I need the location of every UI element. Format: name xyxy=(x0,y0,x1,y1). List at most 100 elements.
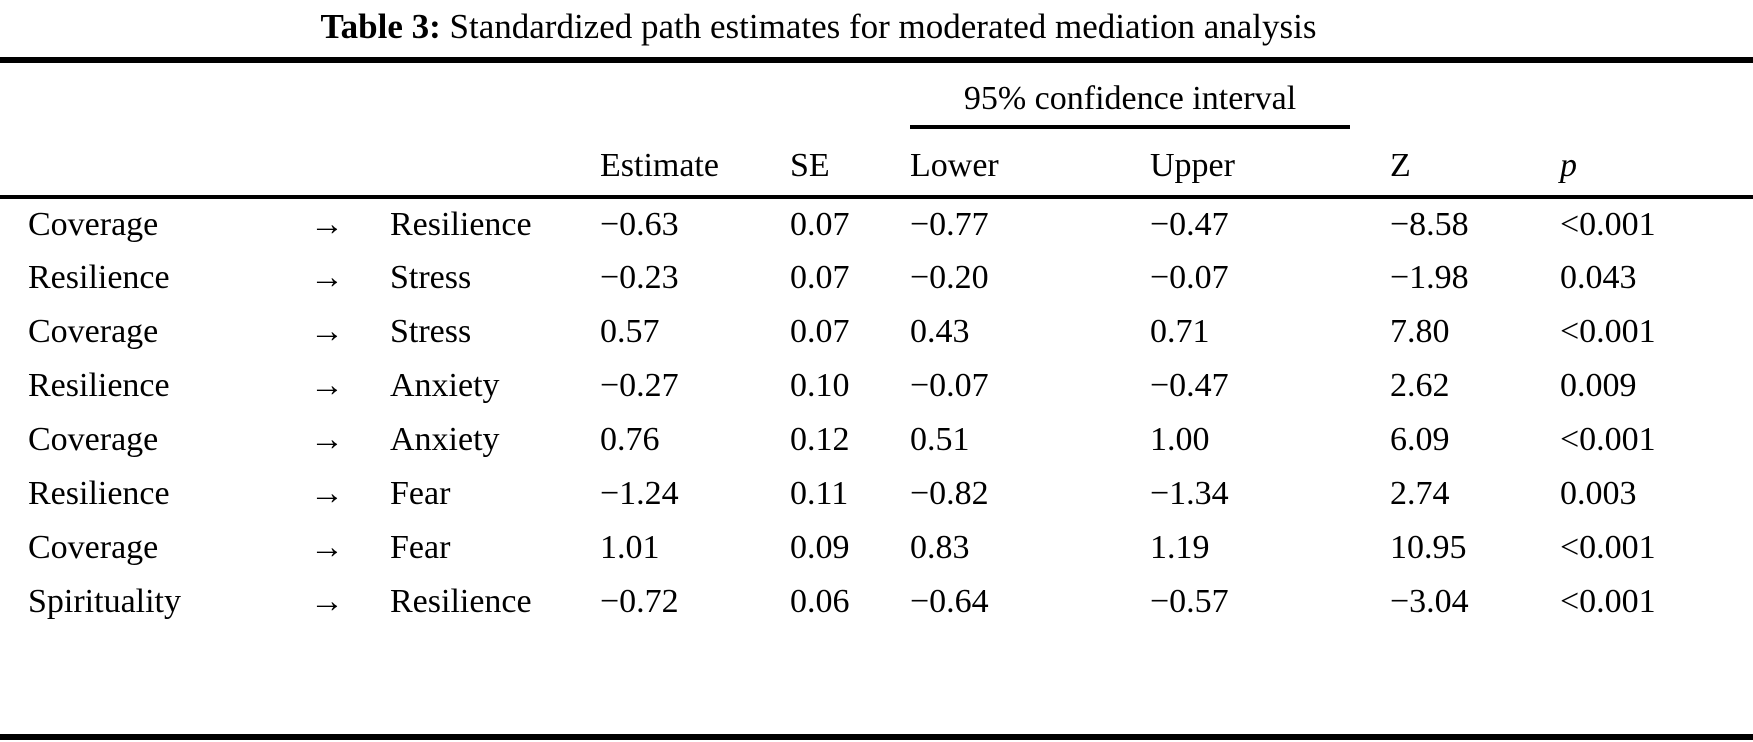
path-source: Resilience xyxy=(28,259,170,296)
p-value: 0.003 xyxy=(1560,475,1637,512)
estimate-value: 0.57 xyxy=(600,313,660,350)
header-p: p xyxy=(1532,129,1753,199)
right-arrow-icon: → xyxy=(310,421,344,458)
estimate-value: 0.76 xyxy=(600,421,660,458)
path-source: Coverage xyxy=(28,529,159,566)
z-value: −8.58 xyxy=(1390,206,1469,243)
header-estimate: Estimate xyxy=(572,129,762,199)
ci-spanner-label: 95% confidence interval xyxy=(910,79,1350,129)
ci-upper-value: −1.34 xyxy=(1150,475,1229,512)
path-target: Fear xyxy=(390,475,451,512)
bottom-rule xyxy=(0,734,1753,740)
ci-upper-value: 0.71 xyxy=(1150,313,1210,350)
column-header-row: Estimate SE Lower Upper Z p xyxy=(0,129,1753,199)
ci-lower-value: −0.64 xyxy=(910,583,989,620)
header-lower: Lower xyxy=(882,129,1122,199)
z-value: −1.98 xyxy=(1390,259,1469,296)
se-value: 0.06 xyxy=(790,583,850,620)
header-target xyxy=(362,129,572,199)
se-value: 0.10 xyxy=(790,367,850,404)
table-row: Coverage → Resilience −0.63 0.07 −0.77 −… xyxy=(0,197,1753,251)
se-value: 0.12 xyxy=(790,421,850,458)
right-arrow-icon: → xyxy=(310,529,344,566)
header-upper: Upper xyxy=(1122,129,1362,199)
z-value: 7.80 xyxy=(1390,313,1450,350)
p-value: <0.001 xyxy=(1560,583,1656,620)
se-value: 0.07 xyxy=(790,313,850,350)
ci-lower-value: 0.83 xyxy=(910,529,970,566)
table-row: Coverage → Anxiety 0.76 0.12 0.51 1.00 6… xyxy=(0,413,1753,467)
header-source xyxy=(0,129,282,199)
estimate-value: −0.27 xyxy=(600,367,679,404)
right-arrow-icon: → xyxy=(310,313,344,350)
header-arrow xyxy=(282,129,362,199)
table-row: Resilience → Fear −1.24 0.11 −0.82 −1.34… xyxy=(0,467,1753,521)
ci-lower-value: 0.43 xyxy=(910,313,970,350)
table-caption-label: Table 3: xyxy=(320,7,441,46)
path-target: Stress xyxy=(390,313,472,350)
path-source: Coverage xyxy=(28,313,159,350)
p-value: <0.001 xyxy=(1560,529,1656,566)
ci-upper-value: −0.47 xyxy=(1150,367,1229,404)
se-value: 0.09 xyxy=(790,529,850,566)
z-value: 10.95 xyxy=(1390,529,1467,566)
path-source: Resilience xyxy=(28,475,170,512)
ci-spanner-row: 95% confidence interval xyxy=(0,63,1753,129)
ci-upper-value: 1.19 xyxy=(1150,529,1210,566)
ci-upper-value: −0.57 xyxy=(1150,583,1229,620)
ci-spanner-cell: 95% confidence interval xyxy=(882,63,1362,129)
estimate-value: −0.63 xyxy=(600,206,679,243)
estimate-value: 1.01 xyxy=(600,529,660,566)
path-source: Resilience xyxy=(28,367,170,404)
path-target: Resilience xyxy=(390,206,532,243)
right-arrow-icon: → xyxy=(310,259,344,296)
se-value: 0.11 xyxy=(790,475,849,512)
se-value: 0.07 xyxy=(790,206,850,243)
table-row: Coverage → Fear 1.01 0.09 0.83 1.19 10.9… xyxy=(0,521,1753,575)
table-caption-text: Standardized path estimates for moderate… xyxy=(449,7,1317,46)
path-source: Spirituality xyxy=(28,583,181,620)
ci-upper-value: −0.07 xyxy=(1150,259,1229,296)
table-row: Spirituality → Resilience −0.72 0.06 −0.… xyxy=(0,575,1753,629)
p-value: <0.001 xyxy=(1560,421,1656,458)
path-source: Coverage xyxy=(28,421,159,458)
table-row: Coverage → Stress 0.57 0.07 0.43 0.71 7.… xyxy=(0,305,1753,359)
path-target: Resilience xyxy=(390,583,532,620)
table-row: Resilience → Stress −0.23 0.07 −0.20 −0.… xyxy=(0,251,1753,305)
path-target: Anxiety xyxy=(390,367,500,404)
path-estimates-table: 95% confidence interval Estimate SE Lowe… xyxy=(0,63,1753,629)
header-se: SE xyxy=(762,129,882,199)
p-value: <0.001 xyxy=(1560,313,1656,350)
p-value: 0.009 xyxy=(1560,367,1637,404)
ci-lower-value: 0.51 xyxy=(910,421,970,458)
ci-upper-value: −0.47 xyxy=(1150,206,1229,243)
ci-lower-value: −0.77 xyxy=(910,206,989,243)
right-arrow-icon: → xyxy=(310,475,344,512)
path-target: Stress xyxy=(390,259,472,296)
header-z: Z xyxy=(1362,129,1532,199)
estimate-value: −0.23 xyxy=(600,259,679,296)
ci-upper-value: 1.00 xyxy=(1150,421,1210,458)
right-arrow-icon: → xyxy=(310,367,344,404)
estimate-value: −1.24 xyxy=(600,475,679,512)
ci-lower-value: −0.20 xyxy=(910,259,989,296)
z-value: 6.09 xyxy=(1390,421,1450,458)
path-source: Coverage xyxy=(28,206,159,243)
right-arrow-icon: → xyxy=(310,206,344,243)
z-value: 2.74 xyxy=(1390,475,1450,512)
z-value: 2.62 xyxy=(1390,367,1450,404)
p-value: <0.001 xyxy=(1560,206,1656,243)
ci-lower-value: −0.07 xyxy=(910,367,989,404)
estimate-value: −0.72 xyxy=(600,583,679,620)
right-arrow-icon: → xyxy=(310,583,344,620)
path-target: Anxiety xyxy=(390,421,500,458)
path-target: Fear xyxy=(390,529,451,566)
p-value: 0.043 xyxy=(1560,259,1637,296)
z-value: −3.04 xyxy=(1390,583,1469,620)
table-caption: Table 3: Standardized path estimates for… xyxy=(0,5,1695,49)
top-rule xyxy=(0,57,1753,63)
se-value: 0.07 xyxy=(790,259,850,296)
table-row: Resilience → Anxiety −0.27 0.10 −0.07 −0… xyxy=(0,359,1753,413)
ci-lower-value: −0.82 xyxy=(910,475,989,512)
